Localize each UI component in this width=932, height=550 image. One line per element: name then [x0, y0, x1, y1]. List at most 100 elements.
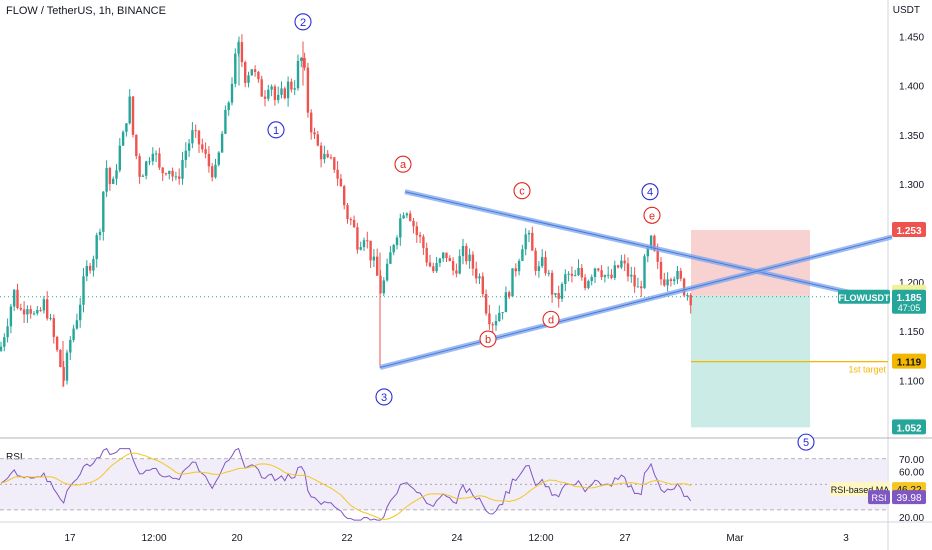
- candle-body: [13, 289, 16, 307]
- candle-body: [207, 153, 211, 167]
- candle-body: [6, 326, 9, 338]
- candle-body: [418, 234, 422, 237]
- candle-body: [313, 132, 316, 135]
- candle-body: [649, 235, 653, 249]
- candle-body: [75, 320, 79, 329]
- x-tick-label: 12:00: [141, 533, 166, 544]
- wave-label-circle: [375, 388, 393, 406]
- stop-price-tag-bg: [892, 222, 926, 238]
- candle-body: [382, 280, 385, 294]
- candle-body: [366, 240, 369, 242]
- rsi-name-bg: [868, 490, 890, 505]
- candle-body: [138, 156, 141, 177]
- candle-body: [349, 219, 352, 221]
- candle-body: [564, 274, 567, 285]
- candle-body: [488, 313, 491, 325]
- candle-body: [316, 134, 319, 146]
- x-tick-label: 17: [64, 533, 76, 544]
- candle-body: [346, 205, 349, 220]
- candle-body: [118, 145, 121, 171]
- wave-label-2: 2: [300, 17, 306, 29]
- candle-body: [409, 213, 412, 221]
- candle-body: [461, 245, 465, 257]
- chart-title: FLOW / TetherUS, 1h, BINANCE: [6, 5, 166, 17]
- candle-body: [352, 219, 356, 228]
- candle-body: [501, 312, 504, 314]
- candle-body: [541, 257, 544, 267]
- wave-label-circle: [267, 121, 285, 139]
- x-tick-label: 22: [341, 533, 353, 544]
- candle-body: [253, 69, 257, 72]
- stop-price-tag: 1.253: [896, 226, 921, 237]
- candle-body: [168, 170, 171, 175]
- candle-body: [161, 167, 164, 174]
- candle-body: [257, 71, 260, 80]
- rsi-ma-name: RSI-based MA: [831, 485, 890, 495]
- candle-body: [560, 284, 564, 299]
- rsi-tick-label: 60.00: [899, 468, 924, 479]
- current-price-tag-bg: [892, 289, 926, 314]
- candle-body: [554, 293, 557, 295]
- candle-body: [389, 252, 392, 264]
- trendline-edge-2: [379, 236, 893, 368]
- candle-body: [273, 86, 277, 101]
- candle-body: [115, 170, 118, 179]
- candle-body: [72, 328, 75, 340]
- candle-body: [663, 279, 666, 286]
- candle-body: [247, 75, 250, 83]
- candle-body: [646, 248, 649, 257]
- candle-body: [79, 304, 82, 321]
- candle-body: [689, 295, 692, 306]
- x-tick-label: Mar: [726, 533, 744, 544]
- candle-body: [666, 279, 669, 286]
- candle-body: [240, 42, 244, 63]
- candle-body: [491, 324, 494, 326]
- candle-body: [267, 89, 270, 99]
- candle-body: [125, 123, 128, 132]
- candle-body: [92, 259, 95, 271]
- symbol-tag-bg: [838, 289, 890, 304]
- candle-body: [392, 244, 395, 253]
- candle-body: [590, 276, 593, 282]
- candle-body: [399, 218, 402, 238]
- candle-body: [640, 286, 643, 289]
- candle-body: [442, 252, 445, 259]
- candle-body: [471, 254, 475, 269]
- candle-body: [481, 276, 484, 294]
- candle-body: [145, 161, 148, 176]
- candle-body: [412, 220, 415, 227]
- rsi-name: RSI: [871, 493, 886, 503]
- candle-body: [610, 274, 613, 278]
- candle-body: [653, 235, 656, 251]
- candle-body: [224, 109, 227, 134]
- candle-body: [445, 252, 448, 259]
- candle-body: [623, 260, 626, 264]
- wave-label-e: e: [649, 210, 655, 222]
- candle-body: [326, 153, 329, 158]
- candle-body: [293, 88, 296, 90]
- rsi-tick-label: 20.00: [899, 513, 924, 524]
- wave-label-circle: [394, 155, 412, 173]
- candle-body: [438, 258, 442, 264]
- candle-body: [385, 263, 389, 281]
- candle-body: [220, 133, 224, 153]
- y-tick-label: 1.200: [899, 278, 924, 289]
- candle-body: [32, 313, 36, 315]
- candle-body: [135, 134, 138, 157]
- candles: [0, 34, 692, 387]
- y-tick-label: 1.450: [899, 33, 924, 44]
- trendline-edge-1: [404, 191, 887, 302]
- y-tick-label: 1.300: [899, 180, 924, 191]
- candle-body: [484, 293, 488, 314]
- wave-label-d: d: [548, 314, 554, 326]
- candle-body: [448, 258, 451, 262]
- candle-body: [521, 249, 524, 261]
- candle-body: [570, 273, 574, 276]
- target-price-tag: 1.119: [897, 358, 922, 369]
- candle-body: [323, 153, 326, 160]
- candle-body: [98, 231, 102, 236]
- candle-body: [329, 157, 333, 159]
- candle-body: [359, 247, 362, 250]
